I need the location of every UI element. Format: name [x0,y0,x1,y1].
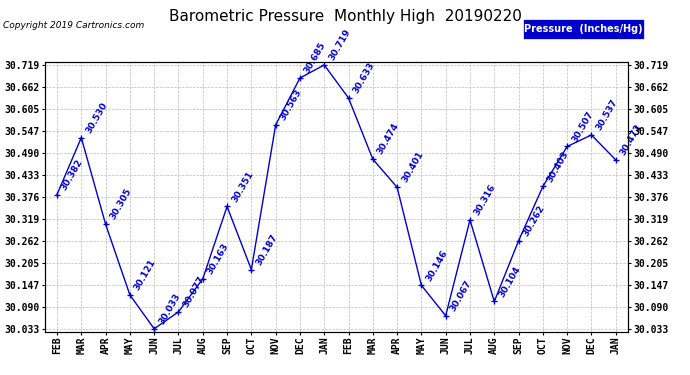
Text: 30.262: 30.262 [522,204,546,238]
Text: 30.382: 30.382 [60,158,85,192]
Text: 30.316: 30.316 [473,183,497,217]
Text: Copyright 2019 Cartronics.com: Copyright 2019 Cartronics.com [3,21,145,30]
Text: 30.146: 30.146 [424,248,449,282]
Text: 30.472: 30.472 [618,123,644,157]
Text: 30.067: 30.067 [448,279,473,313]
Text: 30.187: 30.187 [254,232,279,267]
Text: 30.719: 30.719 [327,28,352,62]
Text: 30.121: 30.121 [132,258,158,292]
Text: 30.530: 30.530 [84,100,109,135]
Text: 30.401: 30.401 [400,150,425,184]
Text: 30.403: 30.403 [546,149,571,184]
Text: 30.077: 30.077 [181,274,206,309]
Text: 30.563: 30.563 [279,88,304,122]
Text: 30.305: 30.305 [108,187,133,221]
Text: 30.033: 30.033 [157,292,182,326]
Text: 30.633: 30.633 [351,61,376,95]
Text: Pressure  (Inches/Hg): Pressure (Inches/Hg) [524,24,642,34]
Text: 30.163: 30.163 [206,242,230,276]
Text: 30.537: 30.537 [594,98,620,132]
Text: 30.685: 30.685 [303,41,328,75]
Text: 30.104: 30.104 [497,264,522,299]
Text: 30.474: 30.474 [375,122,401,156]
Text: 30.351: 30.351 [230,170,255,204]
Text: Barometric Pressure  Monthly High  20190220: Barometric Pressure Monthly High 2019022… [168,9,522,24]
Text: 30.507: 30.507 [570,110,595,144]
